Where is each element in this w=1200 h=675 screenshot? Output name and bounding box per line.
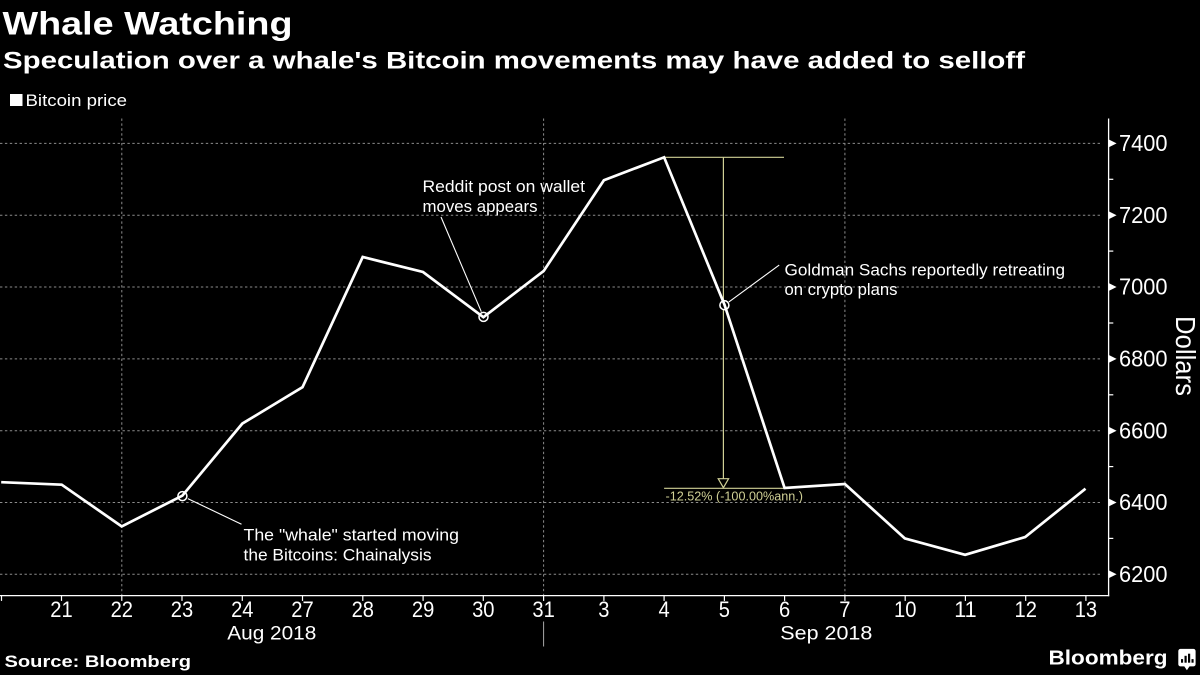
- svg-text:6: 6: [779, 597, 790, 622]
- svg-text:21: 21: [50, 597, 72, 622]
- svg-text:Aug 2018: Aug 2018: [227, 622, 316, 644]
- svg-text:3: 3: [598, 597, 609, 622]
- svg-text:24: 24: [231, 597, 253, 622]
- svg-text:Reddit post on wallet: Reddit post on wallet: [423, 177, 586, 196]
- svg-text:12: 12: [1015, 597, 1037, 622]
- svg-text:7400: 7400: [1119, 130, 1168, 156]
- svg-text:the Bitcoins: Chainalysis: the Bitcoins: Chainalysis: [244, 545, 432, 564]
- svg-text:7: 7: [839, 597, 850, 622]
- svg-text:The "whale" started moving: The "whale" started moving: [244, 526, 460, 545]
- svg-text:29: 29: [412, 597, 434, 622]
- svg-text:Sep 2018: Sep 2018: [780, 622, 872, 644]
- svg-text:28: 28: [352, 597, 374, 622]
- svg-text:Bitcoin price: Bitcoin price: [26, 92, 128, 110]
- svg-text:11: 11: [954, 597, 976, 622]
- svg-text:22: 22: [111, 597, 133, 622]
- svg-text:4: 4: [659, 597, 670, 622]
- svg-text:31: 31: [532, 597, 554, 622]
- svg-text:7200: 7200: [1119, 202, 1168, 228]
- svg-text:Dollars: Dollars: [1170, 316, 1200, 396]
- svg-text:30: 30: [472, 597, 494, 622]
- svg-text:6600: 6600: [1119, 417, 1168, 443]
- svg-text:13: 13: [1075, 597, 1097, 622]
- svg-text:6200: 6200: [1119, 561, 1168, 587]
- svg-text:Source: Bloomberg: Source: Bloomberg: [5, 652, 192, 671]
- svg-text:Goldman Sachs reportedly retre: Goldman Sachs reportedly retreating: [785, 261, 1066, 280]
- svg-text:Bloomberg: Bloomberg: [1049, 648, 1168, 670]
- svg-text:moves appears: moves appears: [423, 197, 538, 216]
- svg-text:on crypto plans: on crypto plans: [785, 280, 898, 299]
- svg-text:10: 10: [894, 597, 916, 622]
- svg-text:6800: 6800: [1119, 346, 1168, 372]
- svg-text:-12.52% (-100.00%ann.): -12.52% (-100.00%ann.): [666, 490, 804, 504]
- svg-text:6400: 6400: [1119, 489, 1168, 515]
- svg-text:23: 23: [171, 597, 193, 622]
- svg-text:Whale Watching: Whale Watching: [3, 6, 293, 42]
- svg-text:Speculation over a whale's Bit: Speculation over a whale's Bitcoin movem…: [3, 48, 1026, 75]
- svg-text:27: 27: [291, 597, 313, 622]
- svg-text:5: 5: [719, 597, 730, 622]
- svg-text:7000: 7000: [1119, 274, 1168, 300]
